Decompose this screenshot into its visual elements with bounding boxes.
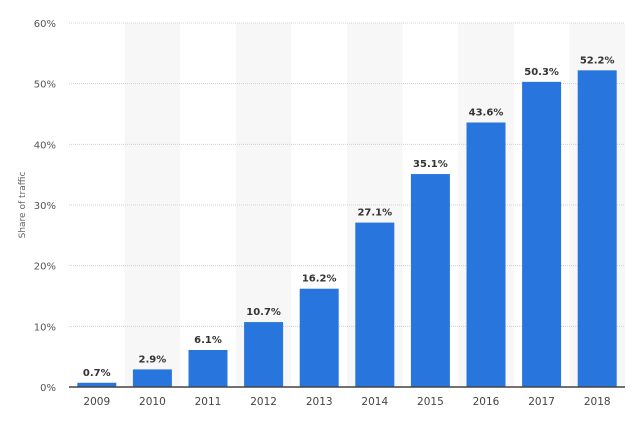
bar-2009	[77, 382, 117, 387]
x-tick-label: 2017	[528, 396, 555, 408]
y-axis-label: Share of traffic	[18, 172, 28, 239]
data-label: 52.2%	[580, 55, 615, 66]
y-tick-label: 20%	[34, 262, 56, 273]
x-tick-label: 2014	[361, 396, 388, 408]
x-tick-label: 2010	[139, 396, 166, 408]
data-label: 50.3%	[524, 67, 559, 78]
y-tick-label: 30%	[34, 201, 56, 212]
bar-2012	[244, 322, 284, 387]
data-label: 43.6%	[469, 107, 504, 118]
x-tick-label: 2018	[584, 396, 611, 408]
bar-2018	[577, 70, 617, 387]
data-label: 16.2%	[302, 274, 337, 285]
data-label: 0.7%	[83, 368, 111, 379]
bar-2015	[410, 174, 450, 387]
bar-2017	[522, 81, 562, 387]
x-tick-label: 2013	[306, 396, 333, 408]
x-tick-label: 2011	[195, 396, 222, 408]
x-tick-label: 2016	[473, 396, 500, 408]
bar-2016	[466, 122, 506, 387]
bar-2010	[132, 369, 172, 387]
bar-2014	[355, 222, 395, 387]
y-tick-label: 60%	[34, 19, 56, 30]
data-label: 2.9%	[139, 354, 167, 365]
data-label: 27.1%	[357, 208, 392, 219]
y-tick-label: 40%	[34, 140, 56, 151]
y-tick-label: 0%	[40, 383, 56, 394]
data-label: 35.1%	[413, 159, 448, 170]
y-tick-label: 10%	[34, 322, 56, 333]
x-tick-label: 2015	[417, 396, 444, 408]
x-tick-label: 2009	[83, 396, 110, 408]
y-tick-label: 50%	[34, 80, 56, 91]
data-label: 6.1%	[194, 335, 222, 346]
data-label: 10.7%	[246, 307, 281, 318]
bar-2013	[299, 288, 339, 387]
x-tick-label: 2012	[250, 396, 277, 408]
bar-2011	[188, 349, 228, 387]
